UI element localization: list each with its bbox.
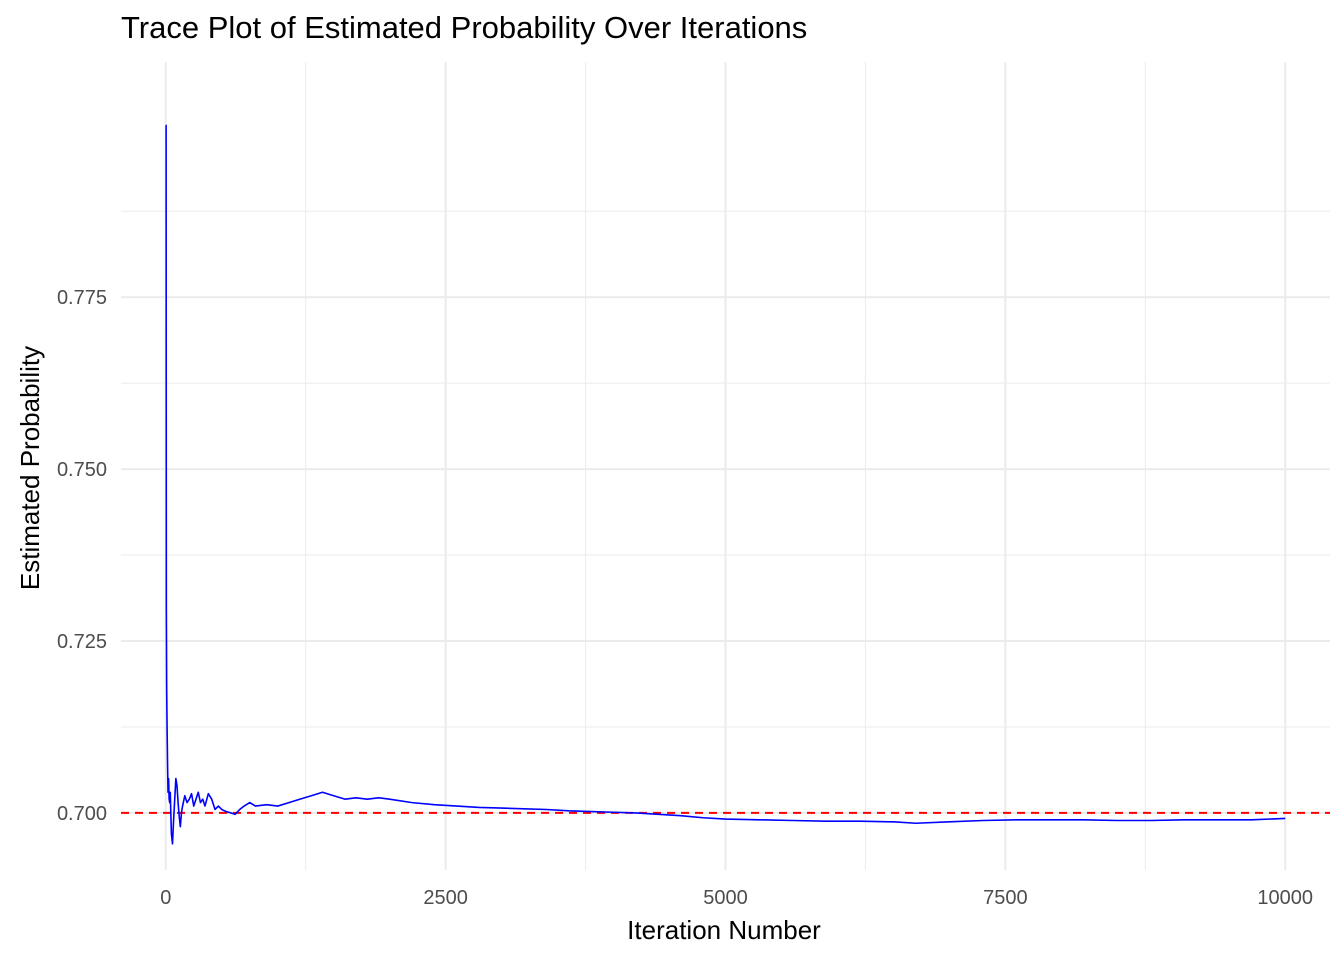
y-tick-label: 0.750 <box>57 459 107 481</box>
y-tick-label: 0.775 <box>57 287 107 309</box>
x-tick-label: 2500 <box>423 887 468 909</box>
series-line <box>165 124 1286 845</box>
x-axis-title: Iteration Number <box>627 915 821 945</box>
series-layer <box>165 124 1286 845</box>
tick-labels: 0 2500 5000 7500 10000 0.700 0.725 0.750 0.775 <box>57 287 1313 909</box>
x-tick-label: 0 <box>160 887 171 909</box>
y-tick-label: 0.725 <box>57 631 107 653</box>
major-gridlines <box>121 62 1330 870</box>
y-tick-label: 0.700 <box>57 803 107 825</box>
chart-title: Trace Plot of Estimated Probability Over… <box>121 10 808 45</box>
x-tick-label: 10000 <box>1257 887 1313 909</box>
x-tick-label: 5000 <box>703 887 748 909</box>
y-axis-title: Estimated Probability <box>15 346 45 590</box>
x-tick-label: 7500 <box>983 887 1028 909</box>
